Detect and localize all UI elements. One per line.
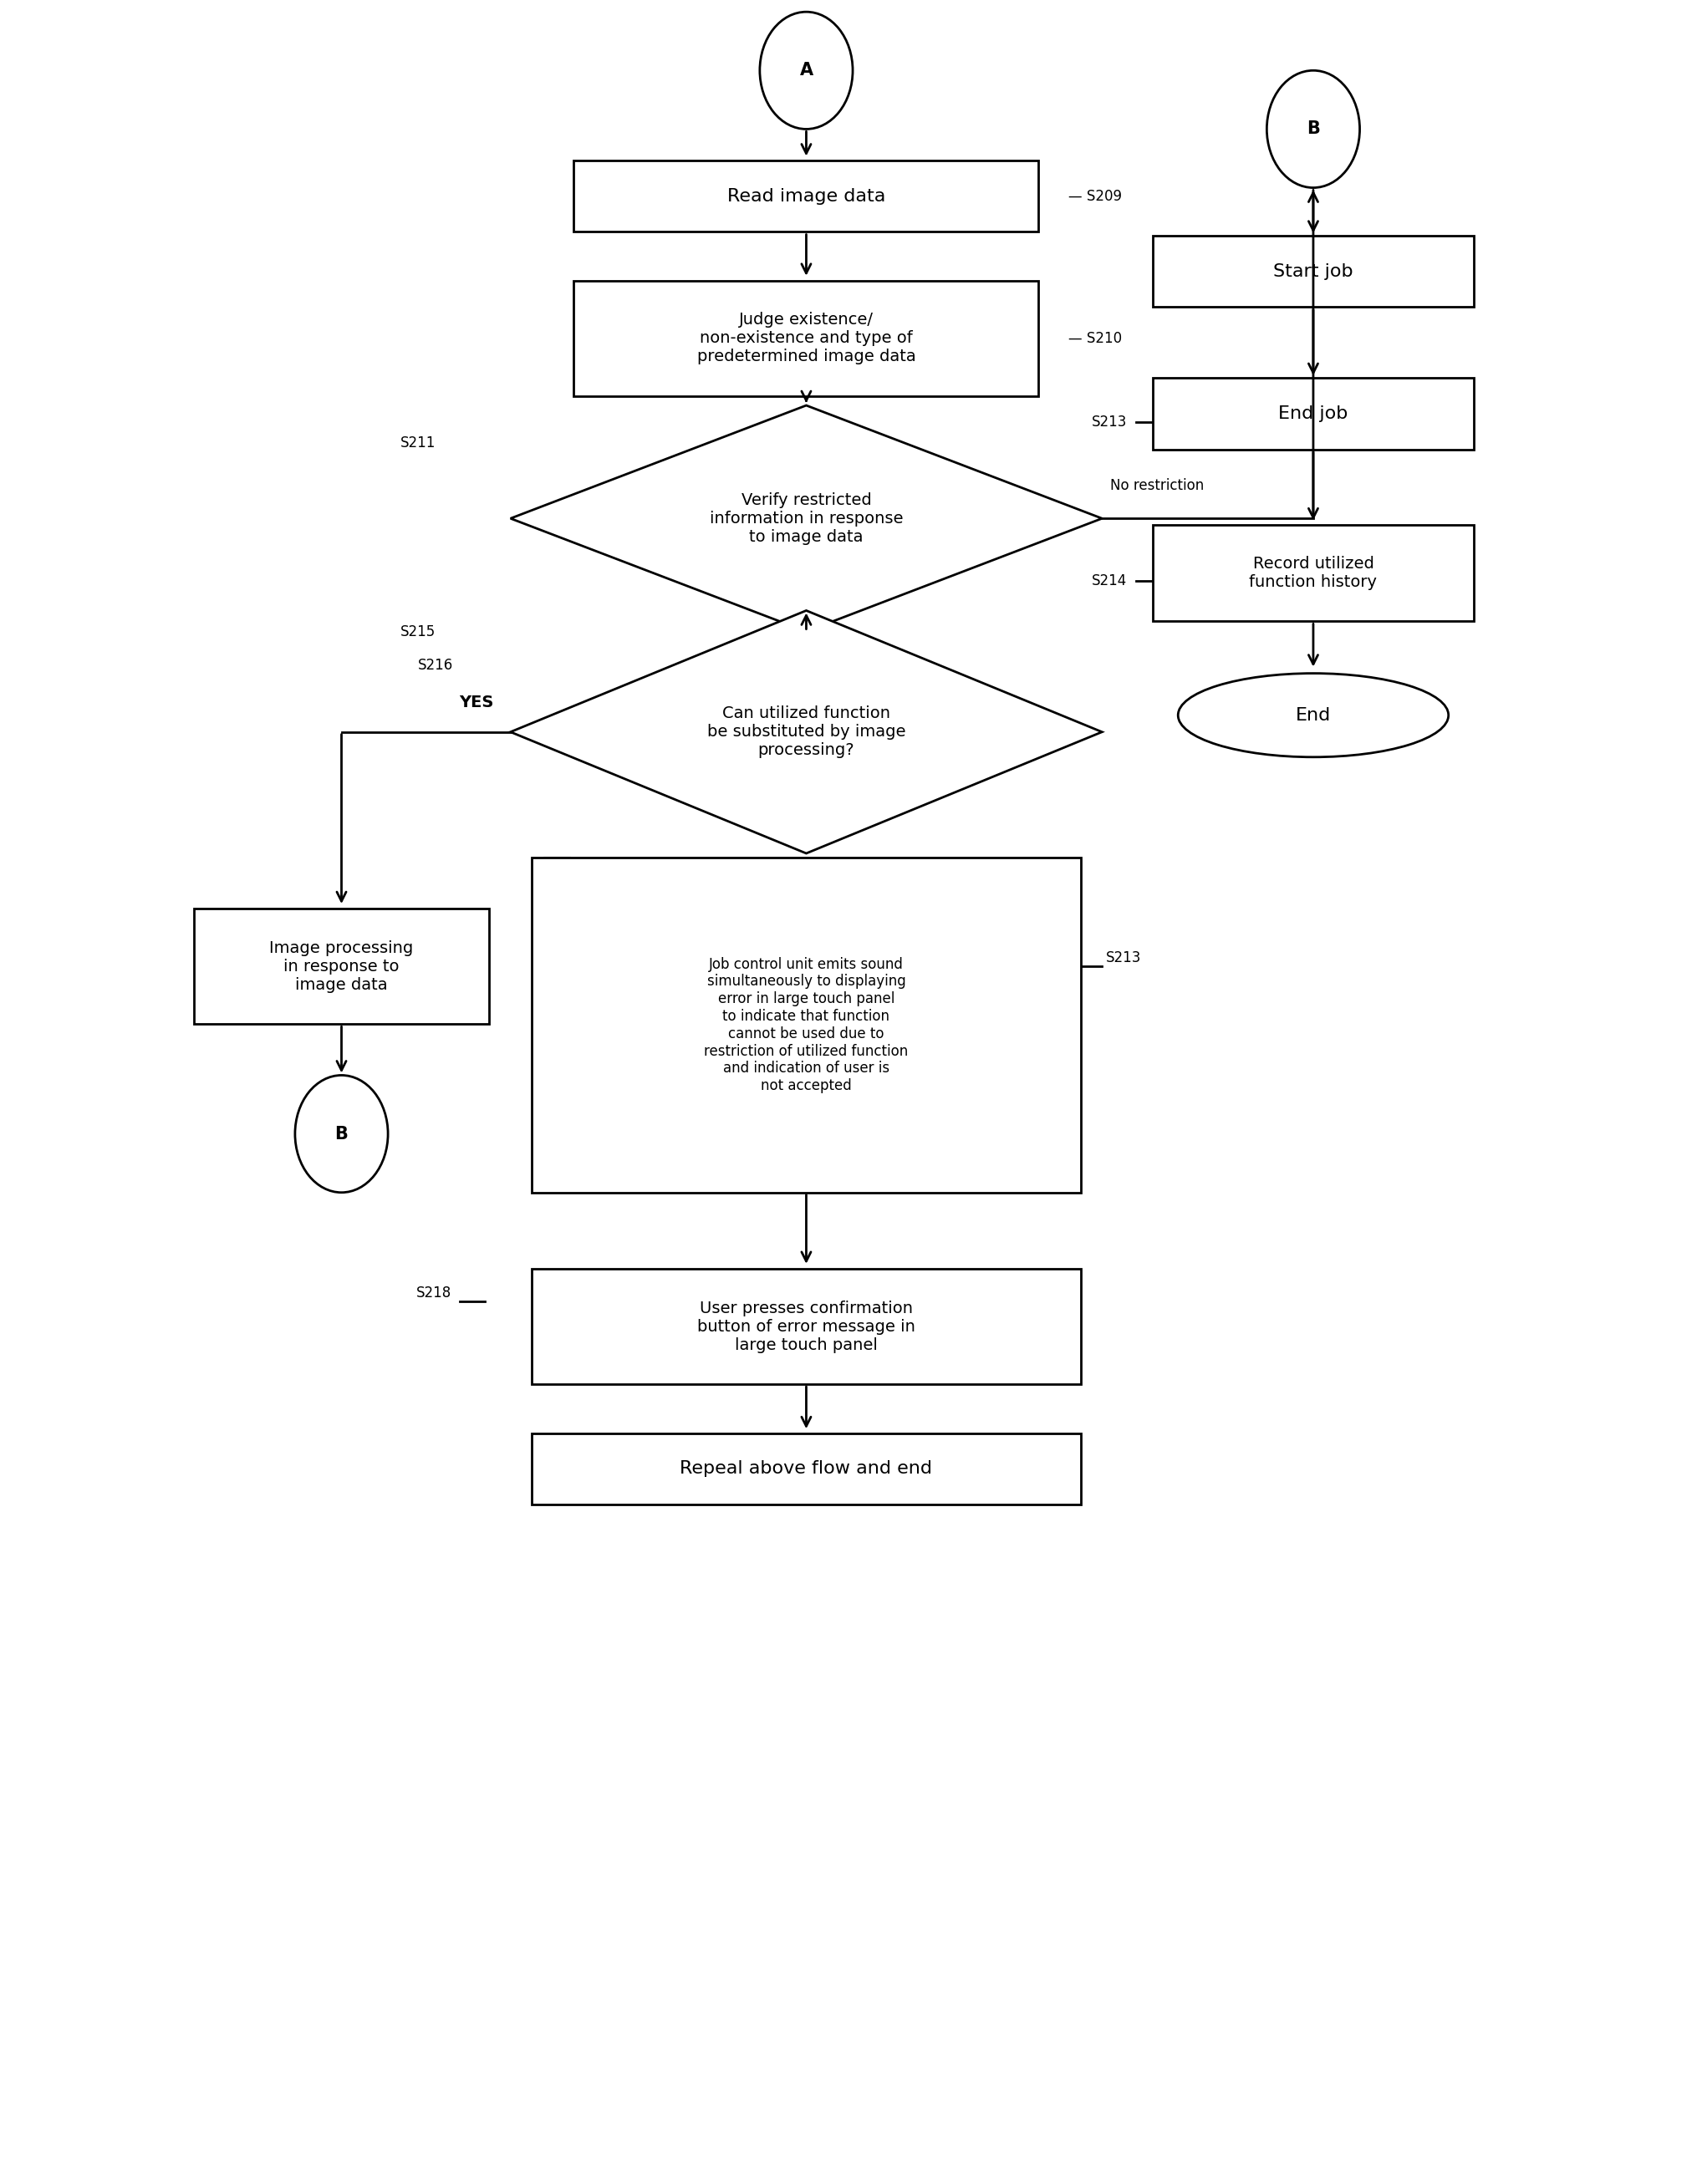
Text: S213: S213	[1106, 950, 1142, 965]
Bar	[1152, 236, 1473, 308]
Text: S218: S218	[416, 1286, 451, 1299]
Text: Repeal above flow and end: Repeal above flow and end	[680, 1461, 932, 1476]
Text: S214: S214	[1093, 574, 1127, 590]
Ellipse shape	[1266, 70, 1359, 188]
Bar	[1152, 524, 1473, 620]
Text: — S209: — S209	[1067, 188, 1122, 203]
Text: Job control unit emits sound
simultaneously to displaying
error in large touch p: Job control unit emits sound simultaneou…	[704, 957, 908, 1094]
Text: S216: S216	[417, 657, 453, 673]
Text: B: B	[334, 1125, 348, 1142]
Polygon shape	[511, 612, 1101, 854]
Bar	[531, 1269, 1081, 1385]
Text: S211: S211	[400, 435, 436, 450]
Text: Start job: Start job	[1273, 262, 1353, 280]
Text: Read image data: Read image data	[726, 188, 886, 205]
Text: NO: NO	[820, 858, 840, 874]
Bar	[574, 280, 1039, 395]
Bar	[531, 858, 1081, 1192]
Text: S217: S217	[536, 858, 572, 874]
Text: Have restriction: Have restriction	[820, 662, 930, 677]
Text: User presses confirmation
button of error message in
large touch panel: User presses confirmation button of erro…	[697, 1299, 915, 1352]
Ellipse shape	[760, 11, 852, 129]
Text: Judge existence/
non-existence and type of
predetermined image data: Judge existence/ non-existence and type …	[697, 312, 916, 365]
Bar	[1152, 378, 1473, 450]
Ellipse shape	[295, 1075, 389, 1192]
Bar	[531, 1433, 1081, 1505]
Ellipse shape	[1178, 673, 1449, 758]
Bar	[574, 159, 1039, 232]
Text: — S210: — S210	[1067, 332, 1122, 345]
Text: Record utilized
function history: Record utilized function history	[1249, 555, 1378, 590]
Text: A: A	[799, 61, 813, 79]
Text: YES: YES	[458, 695, 494, 710]
Text: End: End	[1295, 708, 1330, 723]
Polygon shape	[511, 406, 1101, 631]
Text: S215: S215	[400, 625, 436, 640]
Text: B: B	[1307, 120, 1320, 138]
Text: No restriction: No restriction	[1110, 478, 1205, 494]
Bar	[193, 909, 489, 1024]
Text: Image processing
in response to
image data: Image processing in response to image da…	[270, 939, 414, 994]
Text: End job: End job	[1278, 406, 1347, 422]
Text: S213: S213	[1091, 415, 1127, 430]
Text: S212: S212	[1330, 544, 1366, 559]
Text: Verify restricted
information in response
to image data: Verify restricted information in respons…	[709, 491, 903, 544]
Text: Can utilized function
be substituted by image
processing?: Can utilized function be substituted by …	[708, 705, 906, 758]
